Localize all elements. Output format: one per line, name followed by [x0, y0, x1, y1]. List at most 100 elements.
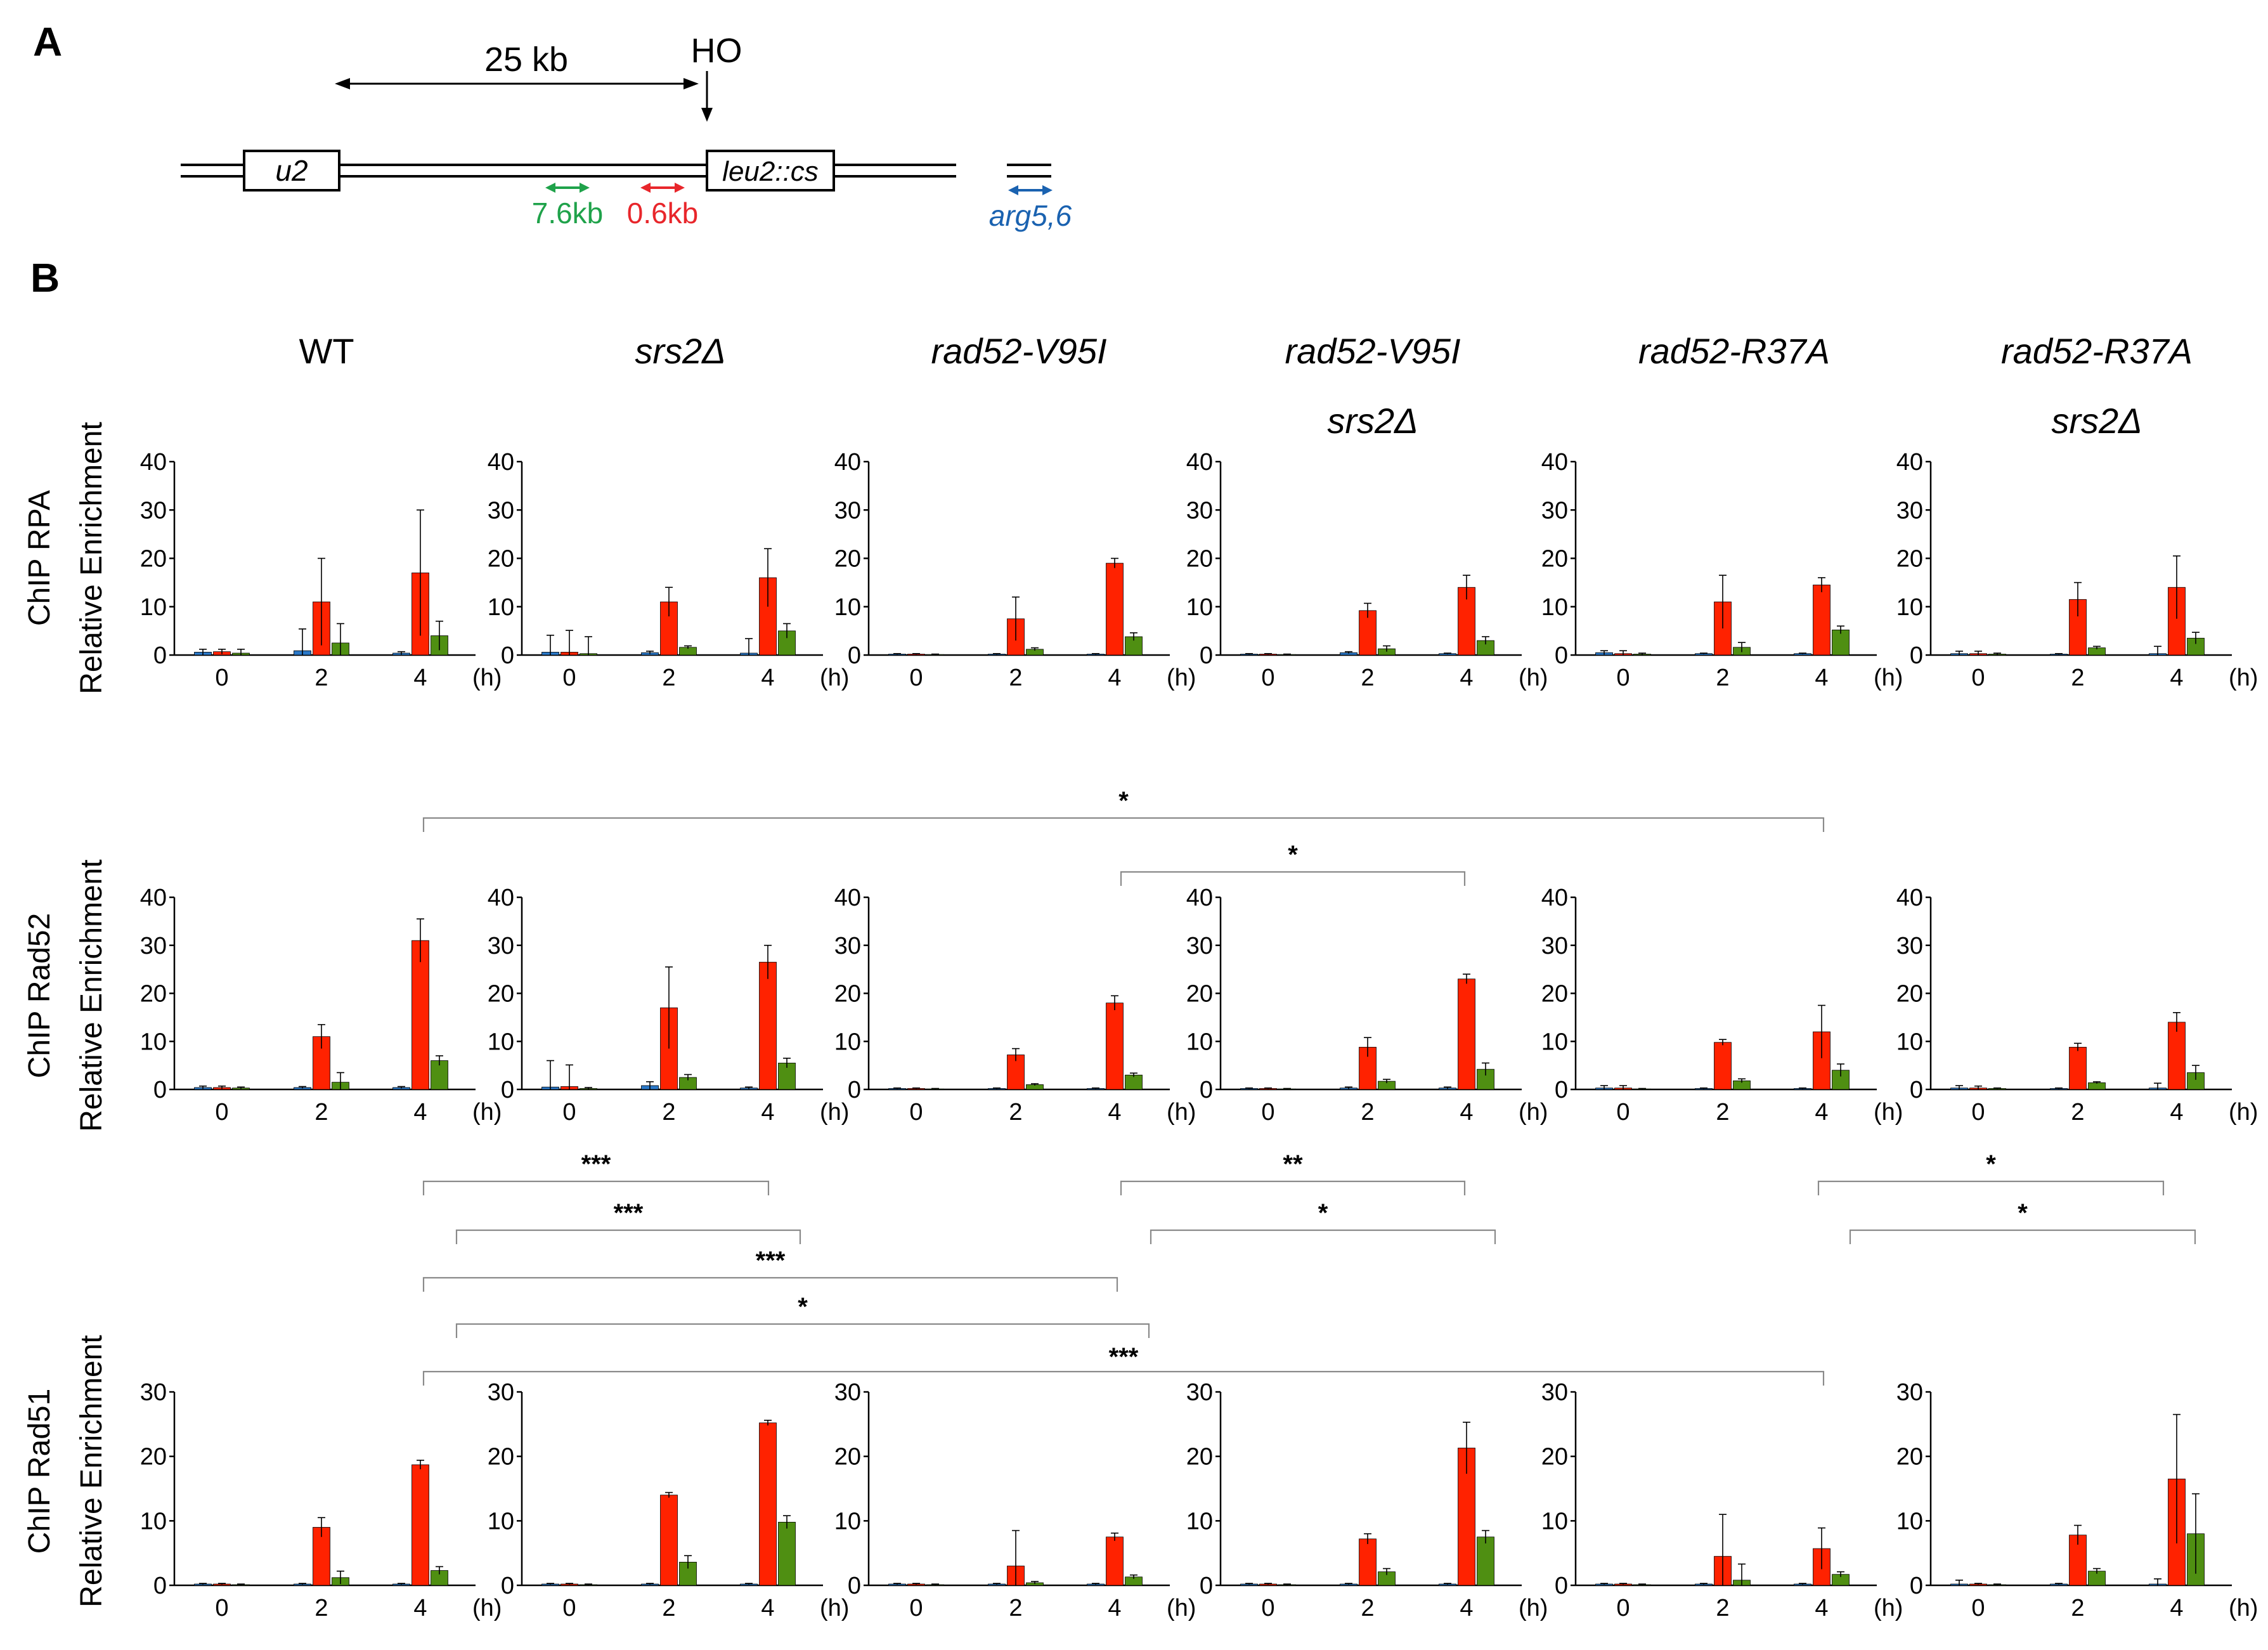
row-label-rpa-2: Relative Enrichment: [75, 422, 108, 694]
strain-headers: WT srs2Δ rad52-V95I rad52-V95I srs2Δ rad…: [299, 331, 2193, 441]
chart-panel-1-0: 0 10 20 30 40 0 2 4 (h): [140, 885, 502, 1126]
x-tick-label: 0: [909, 1595, 923, 1621]
x-unit-label: (h): [472, 665, 502, 691]
x-tick-label: 4: [761, 1595, 774, 1621]
x-unit-label: (h): [1167, 1099, 1196, 1126]
significance-bracket: *: [1120, 841, 1466, 886]
leu2-box: [706, 150, 835, 192]
significance-label: *: [1986, 1150, 1996, 1178]
probe-7.6kb-label: 7.6kb: [532, 197, 604, 230]
x-tick-label: 2: [1716, 1595, 1729, 1621]
bar-red: [1714, 1042, 1732, 1090]
x-tick-label: 0: [562, 1099, 576, 1126]
y-tick-label: 0: [501, 642, 514, 669]
x-tick-label: 4: [2170, 665, 2183, 691]
y-tick-label: 0: [1200, 1077, 1213, 1103]
strain-title-v95i: rad52-V95I: [931, 331, 1106, 371]
bar-red: [411, 1464, 429, 1586]
chart-panel-2-2: 0 10 20 30 0 2 4 (h): [834, 1379, 1196, 1621]
x-tick-label: 0: [1971, 1099, 1985, 1126]
x-tick-label: 2: [314, 665, 328, 691]
y-tick-label: 30: [488, 497, 514, 524]
y-tick-label: 10: [140, 1508, 167, 1535]
y-tick-label: 20: [834, 981, 861, 1008]
x-tick-label: 0: [1971, 665, 1985, 691]
y-tick-label: 20: [140, 546, 167, 573]
x-tick-label: 0: [215, 1595, 228, 1621]
bar-green: [1477, 1536, 1494, 1586]
probe-7.6kb-arrow: [545, 183, 590, 193]
probe-arg56-arrow: [1008, 185, 1053, 195]
chart-panel-2-5: 0 10 20 30 0 2 4 (h): [1896, 1379, 2258, 1621]
x-tick-label: 0: [1616, 1595, 1630, 1621]
significance-bracket: *: [1817, 1150, 2165, 1195]
y-tick-label: 40: [1186, 449, 1213, 476]
x-tick-label: 0: [1616, 1099, 1630, 1126]
x-tick-label: 4: [1108, 665, 1121, 691]
significance-label: *: [2018, 1199, 2028, 1227]
x-tick-label: 2: [662, 1595, 675, 1621]
x-tick-label: 4: [761, 1099, 774, 1126]
y-tick-label: 40: [1896, 449, 1923, 476]
chart-panel-2-4: 0 10 20 30 0 2 4 (h): [1541, 1379, 1903, 1621]
y-tick-label: 0: [153, 642, 167, 669]
chart-panel-0-3: 0 10 20 30 40 0 2 4 (h): [1186, 449, 1548, 691]
chart-panel-0-0: 0 10 20 30 40 0 2 4 (h): [140, 449, 502, 691]
y-tick-label: 0: [1555, 642, 1568, 669]
y-tick-label: 20: [1541, 981, 1568, 1008]
y-tick-label: 30: [140, 497, 167, 524]
strain-title-v95i-srs2-line1: rad52-V95I: [1285, 331, 1460, 371]
x-tick-label: 2: [314, 1595, 328, 1621]
panel-label-a: A: [33, 19, 62, 65]
x-unit-label: (h): [820, 1099, 849, 1126]
y-tick-label: 20: [1186, 1444, 1213, 1471]
probe-arg56-label: arg5,6: [989, 199, 1072, 232]
chart-panel-0-4: 0 10 20 30 40 0 2 4 (h): [1541, 449, 1903, 691]
x-tick-label: 4: [1460, 1099, 1473, 1126]
y-tick-label: 30: [1541, 497, 1568, 524]
x-tick-label: 2: [1009, 1099, 1022, 1126]
strain-title-srs2: srs2Δ: [635, 331, 725, 371]
arg56-locus: [1007, 164, 1051, 178]
x-tick-label: 2: [2071, 1595, 2084, 1621]
y-tick-label: 30: [140, 1379, 167, 1406]
x-tick-label: 2: [1361, 1595, 1374, 1621]
x-tick-label: 2: [1716, 1099, 1729, 1126]
y-tick-label: 10: [1896, 1029, 1923, 1055]
y-tick-label: 10: [1896, 594, 1923, 621]
bracket-line: [422, 1180, 770, 1195]
chart-panel-1-5: 0 10 20 30 40 0 2 4 (h): [1896, 885, 2258, 1126]
x-tick-label: 4: [1108, 1595, 1121, 1621]
y-tick-label: 0: [1910, 1573, 1923, 1599]
x-tick-label: 0: [215, 1099, 228, 1126]
bar-green: [778, 1521, 796, 1586]
bar-green: [1832, 629, 1850, 656]
distance-label: 25 kb: [484, 41, 568, 79]
x-tick-label: 4: [1815, 1595, 1828, 1621]
x-tick-label: 2: [662, 1099, 675, 1126]
y-tick-label: 10: [488, 1029, 514, 1055]
significance-label: **: [1283, 1150, 1303, 1178]
bracket-line: [1849, 1229, 2196, 1244]
y-tick-label: 20: [140, 1444, 167, 1471]
y-tick-label: 10: [1541, 594, 1568, 621]
y-tick-label: 10: [1896, 1508, 1923, 1535]
x-unit-label: (h): [1519, 1099, 1548, 1126]
significance-bracket: *: [455, 1293, 1150, 1338]
significance-bracket: ***: [422, 1343, 1825, 1386]
y-tick-label: 0: [1555, 1077, 1568, 1103]
y-tick-label: 20: [834, 1444, 861, 1471]
y-tick-label: 20: [1896, 981, 1923, 1008]
x-unit-label: (h): [820, 1595, 849, 1621]
x-unit-label: (h): [2229, 1099, 2258, 1126]
significance-label: ***: [1109, 1343, 1139, 1371]
y-tick-label: 0: [1910, 642, 1923, 669]
y-tick-label: 20: [1186, 546, 1213, 573]
x-tick-label: 4: [1460, 665, 1473, 691]
y-tick-label: 10: [488, 594, 514, 621]
y-tick-label: 30: [1896, 933, 1923, 959]
bar-red: [660, 1495, 678, 1586]
significance-bracket: **: [1120, 1150, 1466, 1195]
x-tick-label: 4: [413, 665, 427, 691]
